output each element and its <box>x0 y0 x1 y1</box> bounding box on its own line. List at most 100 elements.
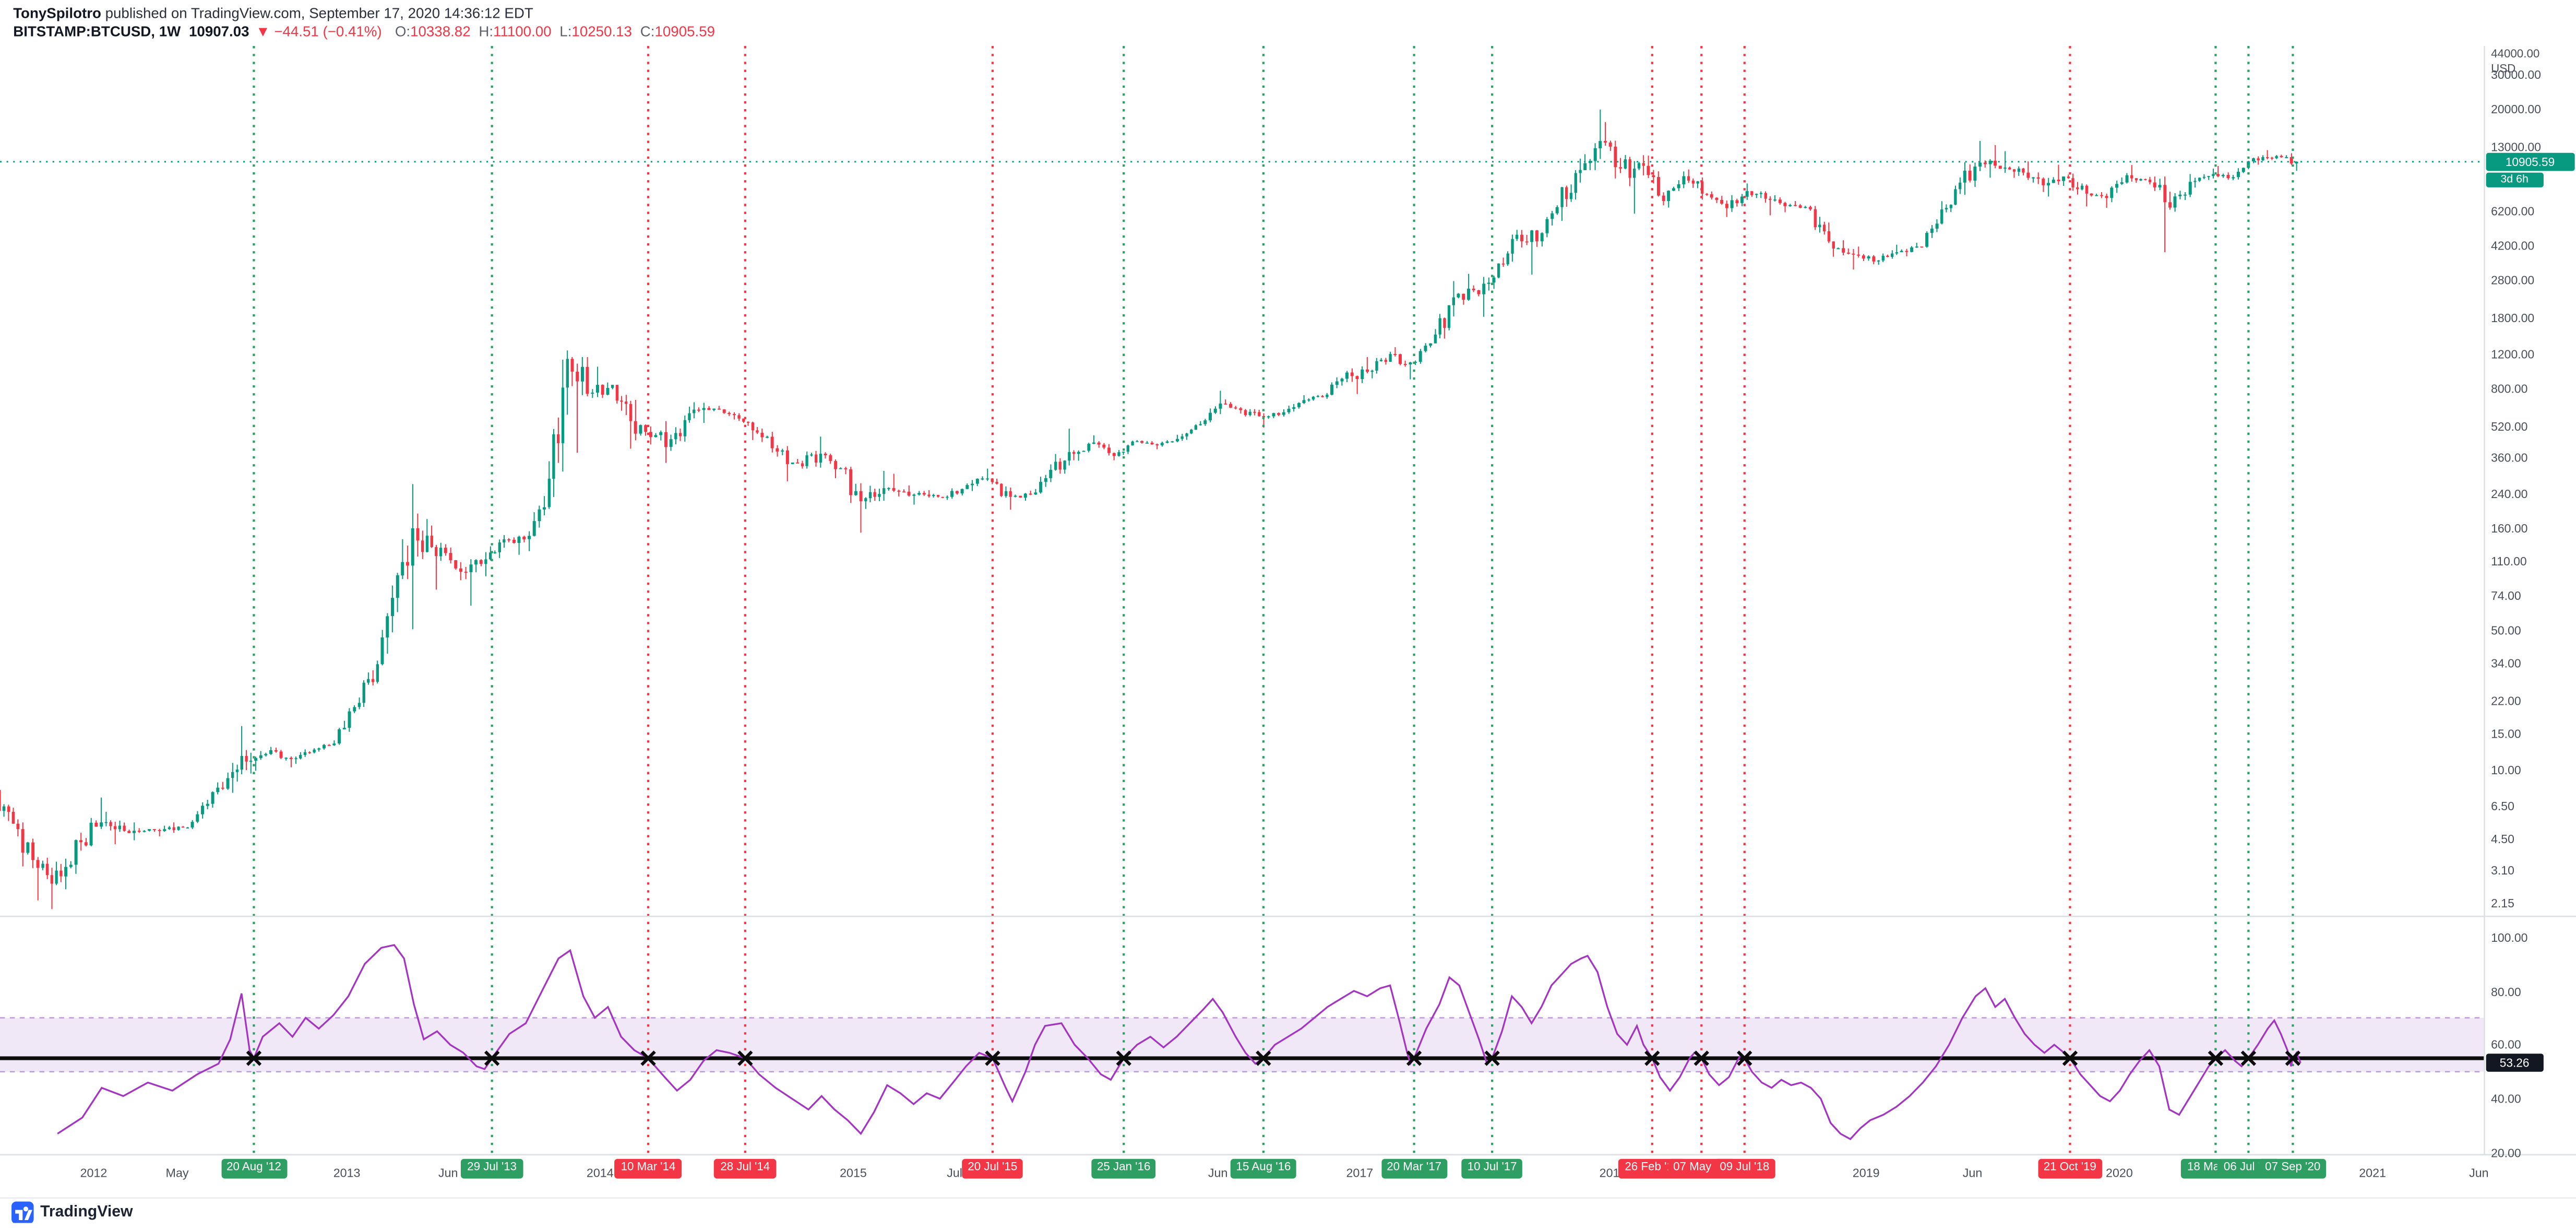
rsi-value-badge: 53.26 <box>2486 1054 2544 1072</box>
time-tick-label: 2015 <box>840 1165 867 1180</box>
rsi-line <box>57 944 2301 1140</box>
symbol-info-bar: BITSTAMP:BTCUSD, 1W 10907.03 ▼ −44.51 (−0.… <box>13 22 723 39</box>
time-tick-label: May <box>165 1165 189 1180</box>
cross-mark <box>1484 1050 1500 1066</box>
price-axis-currency: USD <box>2491 62 2516 75</box>
event-date-chip: 07 Sep '20 <box>2259 1158 2327 1179</box>
event-date-chip: 21 Oct '19 <box>2037 1158 2102 1179</box>
price-tick-label: 160.00 <box>2491 521 2528 536</box>
time-tick-label: 2021 <box>2359 1165 2386 1180</box>
time-axis[interactable]: 2012May2013Jun20142015Jul2016Jun20172018… <box>0 1155 2576 1198</box>
price-tick-label: 360.00 <box>2491 451 2528 466</box>
publish-info: TonySpilotro published on TradingView.co… <box>13 4 533 20</box>
price-tick-label: 2.15 <box>2491 895 2514 910</box>
cross-mark <box>1694 1050 1709 1066</box>
price-tick-label: 1800.00 <box>2491 311 2535 326</box>
published-text: published on TradingView.com, September … <box>101 4 533 21</box>
event-date-chip: 25 Jan '16 <box>1091 1158 1156 1179</box>
price-tick-label: 4.50 <box>2491 831 2514 846</box>
price-axis[interactable]: 44000.00 USD 30000.0020000.0013000.00900… <box>2485 0 2576 1229</box>
cross-marks <box>246 1050 2301 1066</box>
candlestick-series <box>0 110 2298 909</box>
time-tick-label: Jun <box>2469 1165 2489 1180</box>
rsi-tick-label: 40.00 <box>2491 1091 2521 1107</box>
time-tick-label: 2013 <box>333 1165 361 1180</box>
time-tick-label: Jun <box>438 1165 458 1180</box>
event-vlines <box>253 46 2294 1155</box>
event-date-chip: 20 Mar '17 <box>1381 1158 1448 1179</box>
rsi-band <box>0 1018 2485 1072</box>
event-date-chip: 10 Jul '17 <box>1461 1158 1523 1179</box>
rsi-tick-label: 80.00 <box>2491 984 2521 999</box>
price-tick-label: 6200.00 <box>2491 204 2535 219</box>
price-tick-label: 50.00 <box>2491 622 2521 637</box>
event-date-chip: 28 Jul '14 <box>714 1158 776 1179</box>
attribution-bar: TradingView <box>11 1200 133 1223</box>
high-value: 11100.00 <box>493 22 552 39</box>
author-name: TonySpilotro <box>13 4 101 21</box>
low-value: 10250.13 <box>571 22 632 39</box>
event-date-chip: 29 Jul '13 <box>461 1158 523 1179</box>
open-label: O: <box>395 22 411 39</box>
open-value: 10338.82 <box>410 22 471 39</box>
cross-mark <box>1256 1050 1271 1066</box>
cross-mark <box>1737 1050 1752 1066</box>
price-tick-label: 30000.00 <box>2491 67 2541 82</box>
close-value: 10905.59 <box>654 22 715 39</box>
time-tick-label: Jun <box>1208 1165 1228 1180</box>
price-tick-label: 74.00 <box>2491 588 2521 603</box>
tradingview-logo-icon[interactable] <box>11 1200 34 1223</box>
brand-name[interactable]: TradingView <box>40 1202 133 1221</box>
time-tick-label: 2020 <box>2106 1165 2133 1180</box>
cross-mark <box>2208 1050 2224 1066</box>
low-label: L: <box>559 22 572 39</box>
price-tick-label: 34.00 <box>2491 655 2521 671</box>
price-tick-label: 1200.00 <box>2491 346 2535 361</box>
time-tick-label: Jun <box>1962 1165 1983 1180</box>
cross-mark <box>246 1050 262 1066</box>
time-tick-label: 2017 <box>1346 1165 1374 1180</box>
cross-mark <box>1406 1050 1422 1066</box>
price-tick-label: 13000.00 <box>2491 139 2541 155</box>
rsi-tick-label: 100.00 <box>2491 930 2528 945</box>
price-tick-label: 800.00 <box>2491 381 2528 397</box>
price-tick-label: 110.00 <box>2491 553 2527 569</box>
bar-countdown-badge: 3d 6h <box>2486 172 2544 187</box>
time-tick-label: 2012 <box>80 1165 108 1180</box>
price-tick-label: 22.00 <box>2491 693 2521 708</box>
event-date-chip: 09 Jul '18 <box>1714 1158 1775 1179</box>
price-tick-label: 3.10 <box>2491 864 2514 879</box>
cross-mark <box>484 1050 500 1066</box>
price-tick-label: 15.00 <box>2491 726 2521 742</box>
cross-mark <box>985 1050 1000 1066</box>
cross-mark <box>640 1050 656 1066</box>
price-tick-label: 10.00 <box>2491 762 2521 777</box>
symbol-interval: BITSTAMP:BTCUSD, 1W <box>13 22 181 39</box>
time-tick-label: 2019 <box>1852 1165 1880 1180</box>
cross-mark <box>2062 1050 2078 1066</box>
price-tick-label: 240.00 <box>2491 486 2528 501</box>
price-tick-label: 6.50 <box>2491 799 2514 814</box>
close-label: C: <box>640 22 655 39</box>
cross-mark <box>737 1050 753 1066</box>
price-change: ▼ −44.51 (−0.41%) <box>256 22 382 39</box>
cross-mark <box>1644 1050 1660 1066</box>
time-tick-label: 2014 <box>586 1165 614 1180</box>
price-tick-label: 4200.00 <box>2491 238 2535 253</box>
event-date-chip: 10 Mar '14 <box>615 1158 682 1179</box>
price-axis-top-value: 44000.00 <box>2491 48 2540 61</box>
cross-mark <box>2240 1050 2257 1066</box>
time-tick-label: Jul <box>947 1165 962 1180</box>
price-tick-label: 2800.00 <box>2491 273 2535 288</box>
current-price-badge: 10905.59 <box>2486 152 2575 171</box>
last-price: 10907.03 <box>189 22 249 39</box>
high-label: H: <box>479 22 494 39</box>
price-tick-label: 20000.00 <box>2491 102 2541 117</box>
event-date-chip: 20 Aug '12 <box>221 1158 288 1179</box>
price-tick-label: 520.00 <box>2491 419 2528 434</box>
rsi-tick-label: 20.00 <box>2491 1145 2521 1161</box>
event-date-chip: 20 Jul '15 <box>962 1158 1023 1179</box>
event-date-chip: 15 Aug '16 <box>1230 1158 1297 1179</box>
